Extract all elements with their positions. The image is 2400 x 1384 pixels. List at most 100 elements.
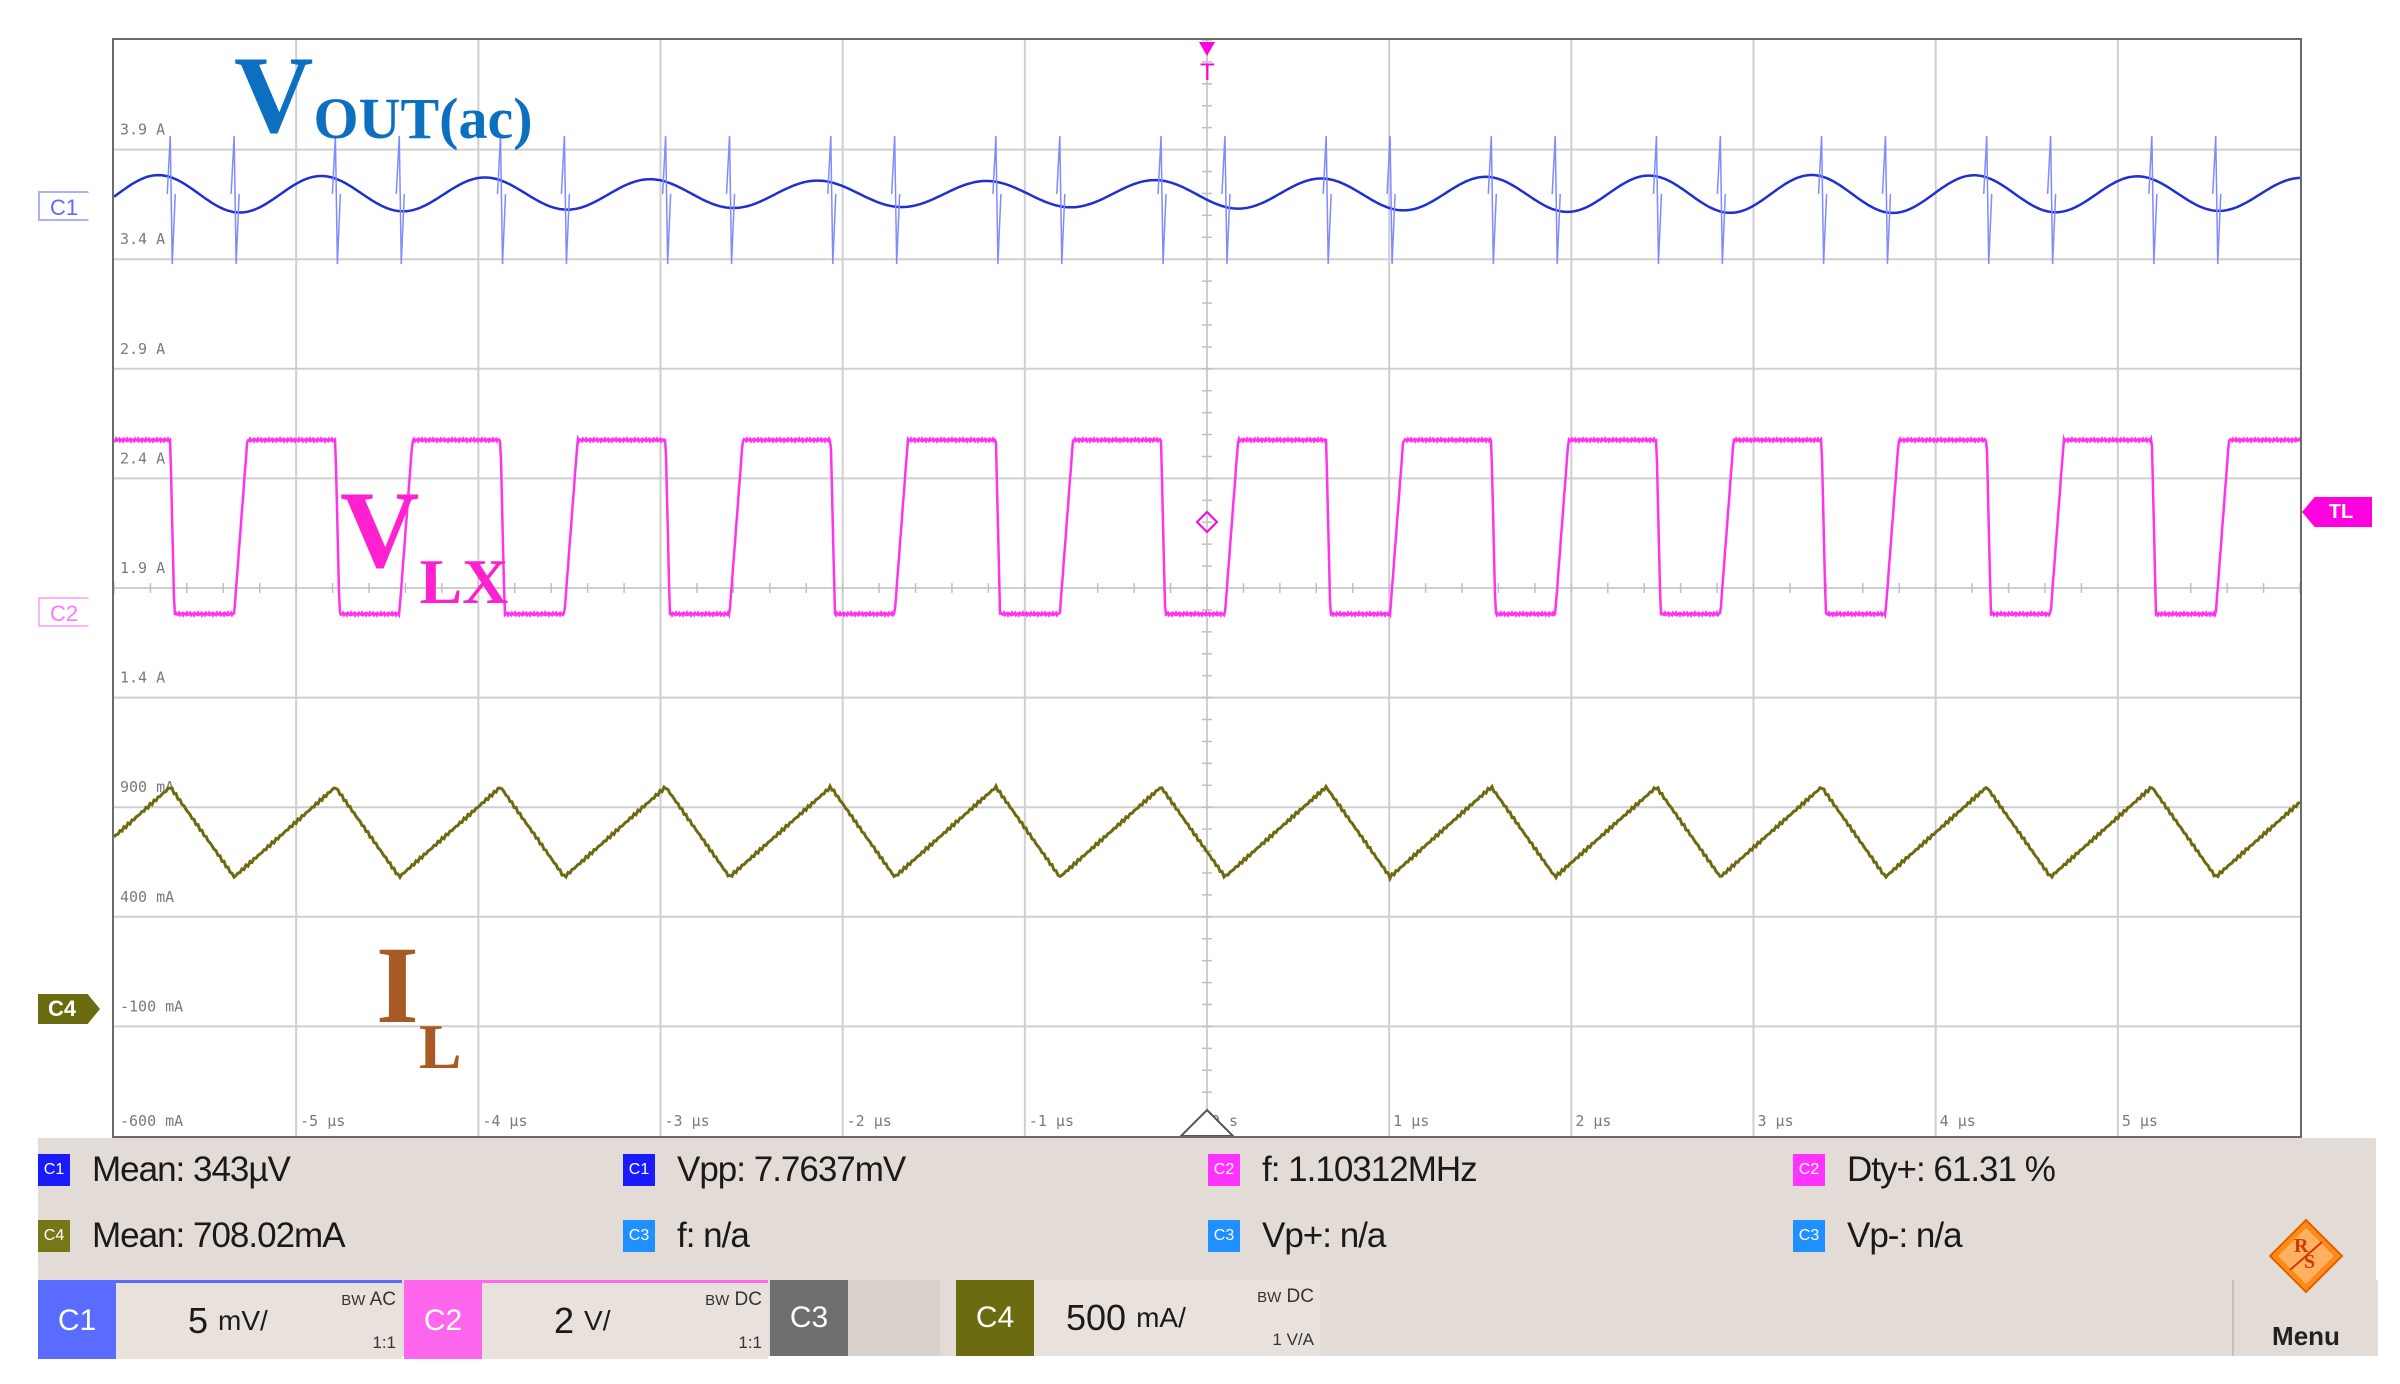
channel-1-spike <box>2148 135 2158 265</box>
measurement-channel-badge: C3 <box>623 1220 655 1252</box>
bw-prefix: BW <box>341 1292 366 1309</box>
scale-value: 2 <box>554 1300 575 1341</box>
channel-label: C2 <box>404 1283 482 1359</box>
y-tick-label: 3.9 A <box>120 121 165 139</box>
measurement-item[interactable]: C2 f: 1.10312MHz <box>1208 1150 1478 1190</box>
measurement-item[interactable]: C2 Dty+: 61.31 % <box>1793 1150 2056 1190</box>
channel-1-spike <box>1322 135 1332 265</box>
menu-button[interactable]: R S Menu <box>2232 1218 2378 1356</box>
channel-scale: 2 V/ <box>554 1283 611 1359</box>
channel-3-settings[interactable]: C3 <box>770 1280 940 1356</box>
vlx-label: VLX <box>340 475 508 614</box>
waveform-display[interactable]: 3.9 A 3.4 A 2.9 A 2.4 A 1.9 A 1.4 A 900 mA 400 … <box>112 38 2302 1138</box>
scale-unit: V/ <box>584 1305 611 1336</box>
channel-1-settings[interactable]: C1 5 mV/BW AC 1:1 <box>38 1280 402 1359</box>
x-tick-label: 5 µs <box>2122 1112 2158 1130</box>
trigger-level-marker[interactable]: TL <box>2302 497 2372 527</box>
channel-1-spike <box>827 135 837 265</box>
channel-1-spike <box>1551 135 1561 265</box>
channel-1-spike <box>331 135 342 265</box>
channel-1-spike <box>1652 135 1663 265</box>
channel-2-settings[interactable]: C2 2 V/BW DC 1:1 <box>404 1280 768 1359</box>
channel-1-spike <box>1487 135 1498 265</box>
il-sub: L <box>418 1011 462 1082</box>
vlx-sub: LX <box>419 546 509 617</box>
channel-4-settings[interactable]: C4 500 mA/BW DC 1 V/A <box>956 1280 1320 1356</box>
channel-4-trace <box>114 782 2300 883</box>
scale-value: 5 <box>188 1300 209 1341</box>
measurement-item[interactable]: C3 Vp+: n/a <box>1208 1216 1386 1256</box>
grid-and-traces: 3.9 A 3.4 A 2.9 A 2.4 A 1.9 A 1.4 A 900 mA 400 … <box>114 40 2300 1136</box>
rohde-schwarz-logo-icon: R S <box>2268 1218 2344 1294</box>
channel-1-spike <box>1056 135 1066 265</box>
menu-label: Menu <box>2272 1321 2340 1351</box>
trigger-point-icon <box>1195 510 1219 534</box>
x-tick-label: -1 µs <box>1029 1112 1074 1130</box>
probe-ratio: 1 V/A <box>1272 1330 1314 1349</box>
channel-1-spike <box>1157 135 1167 265</box>
bw-prefix: BW <box>705 1292 730 1309</box>
channel-1-spike <box>661 135 672 265</box>
x-tick-label: -5 µs <box>300 1112 345 1130</box>
measurement-value: Dty+: 61.31 % <box>1847 1150 2056 1189</box>
vout-main: V <box>234 34 314 156</box>
vlx-main: V <box>340 469 420 591</box>
channel-1-spike <box>230 135 240 265</box>
channel-bar: C1 5 mV/BW AC 1:1 C2 2 V/BW DC 1:1 C3 C4 500 mA/BW … <box>38 1280 2376 1359</box>
channel-1-spike <box>890 135 901 265</box>
channel-1-spike <box>2211 135 2222 265</box>
measurement-value: Vp+: n/a <box>1262 1216 1386 1255</box>
measurement-channel-badge: C4 <box>38 1220 70 1252</box>
il-main: I <box>376 924 419 1046</box>
channel-scale: 5 mV/ <box>188 1283 268 1359</box>
svg-text:R: R <box>2294 1235 2309 1257</box>
y-tick-label: 900 mA <box>120 778 174 796</box>
channel-1-spike <box>1386 135 1396 265</box>
trigger-position-icon[interactable] <box>1199 42 1215 56</box>
measurement-value: Vpp: 7.7637mV <box>677 1150 906 1189</box>
measurement-item[interactable]: C4 Mean: 708.02mA <box>38 1216 346 1256</box>
y-tick-label: 2.4 A <box>120 449 165 467</box>
svg-text:S: S <box>2304 1251 2315 1273</box>
channel-1-spike <box>395 135 406 265</box>
measurement-channel-badge: C1 <box>623 1154 655 1186</box>
measurement-channel-badge: C3 <box>1208 1220 1240 1252</box>
bandwidth-coupling: BW DC <box>1257 1286 1314 1308</box>
x-tick-label: 2 µs <box>1575 1112 1611 1130</box>
channel-1-spike <box>166 135 176 265</box>
channel-1-spike <box>1221 135 1231 265</box>
channel-1-spike <box>1881 135 1892 265</box>
y-tick-label: 1.9 A <box>120 559 165 577</box>
x-tick-label: -4 µs <box>482 1112 527 1130</box>
measurement-item[interactable]: C3 Vp-: n/a <box>1793 1216 1963 1256</box>
bw-prefix: BW <box>1257 1289 1282 1306</box>
bandwidth-coupling: BW DC <box>705 1289 762 1311</box>
measurement-item[interactable]: C3 f: n/a <box>623 1216 750 1256</box>
vout-sub: OUT(ac) <box>313 86 533 151</box>
y-tick-label: 400 mA <box>120 888 174 906</box>
channel-1-spike <box>1817 135 1828 265</box>
channel-label: C3 <box>770 1280 848 1356</box>
trigger-label: T <box>1200 59 1215 86</box>
measurement-row-1: C1 Mean: 343µV C1 Vpp: 7.7637mV C2 f: 1.10312… <box>38 1138 2376 1200</box>
scale-unit: mA/ <box>1136 1302 1186 1333</box>
time-reference-icon[interactable] <box>1179 1108 1235 1136</box>
channel-2-offset-marker[interactable]: C2 <box>38 597 100 627</box>
channel-1-spike <box>1982 135 1993 265</box>
scale-unit: mV/ <box>218 1305 268 1336</box>
measurement-value: f: 1.10312MHz <box>1262 1150 1478 1189</box>
channel-4-offset-marker[interactable]: C4 <box>38 994 100 1024</box>
channel-1-spike <box>496 135 507 265</box>
channel-1-offset-marker[interactable]: C1 <box>38 191 100 221</box>
channel-2-trace <box>114 433 2300 620</box>
measurement-value: Mean: 343µV <box>92 1150 291 1189</box>
vout-label: VOUT(ac) <box>234 40 533 150</box>
measurement-value: Vp-: n/a <box>1847 1216 1963 1255</box>
channel-1-spike <box>560 135 571 265</box>
measurement-channel-badge: C2 <box>1208 1154 1240 1186</box>
y-tick-label: 1.4 A <box>120 669 165 687</box>
measurement-item[interactable]: C1 Vpp: 7.7637mV <box>623 1150 906 1190</box>
measurement-item[interactable]: C1 Mean: 343µV <box>38 1150 291 1190</box>
measurement-channel-badge: C1 <box>38 1154 70 1186</box>
measurement-value: Mean: 708.02mA <box>92 1216 346 1255</box>
